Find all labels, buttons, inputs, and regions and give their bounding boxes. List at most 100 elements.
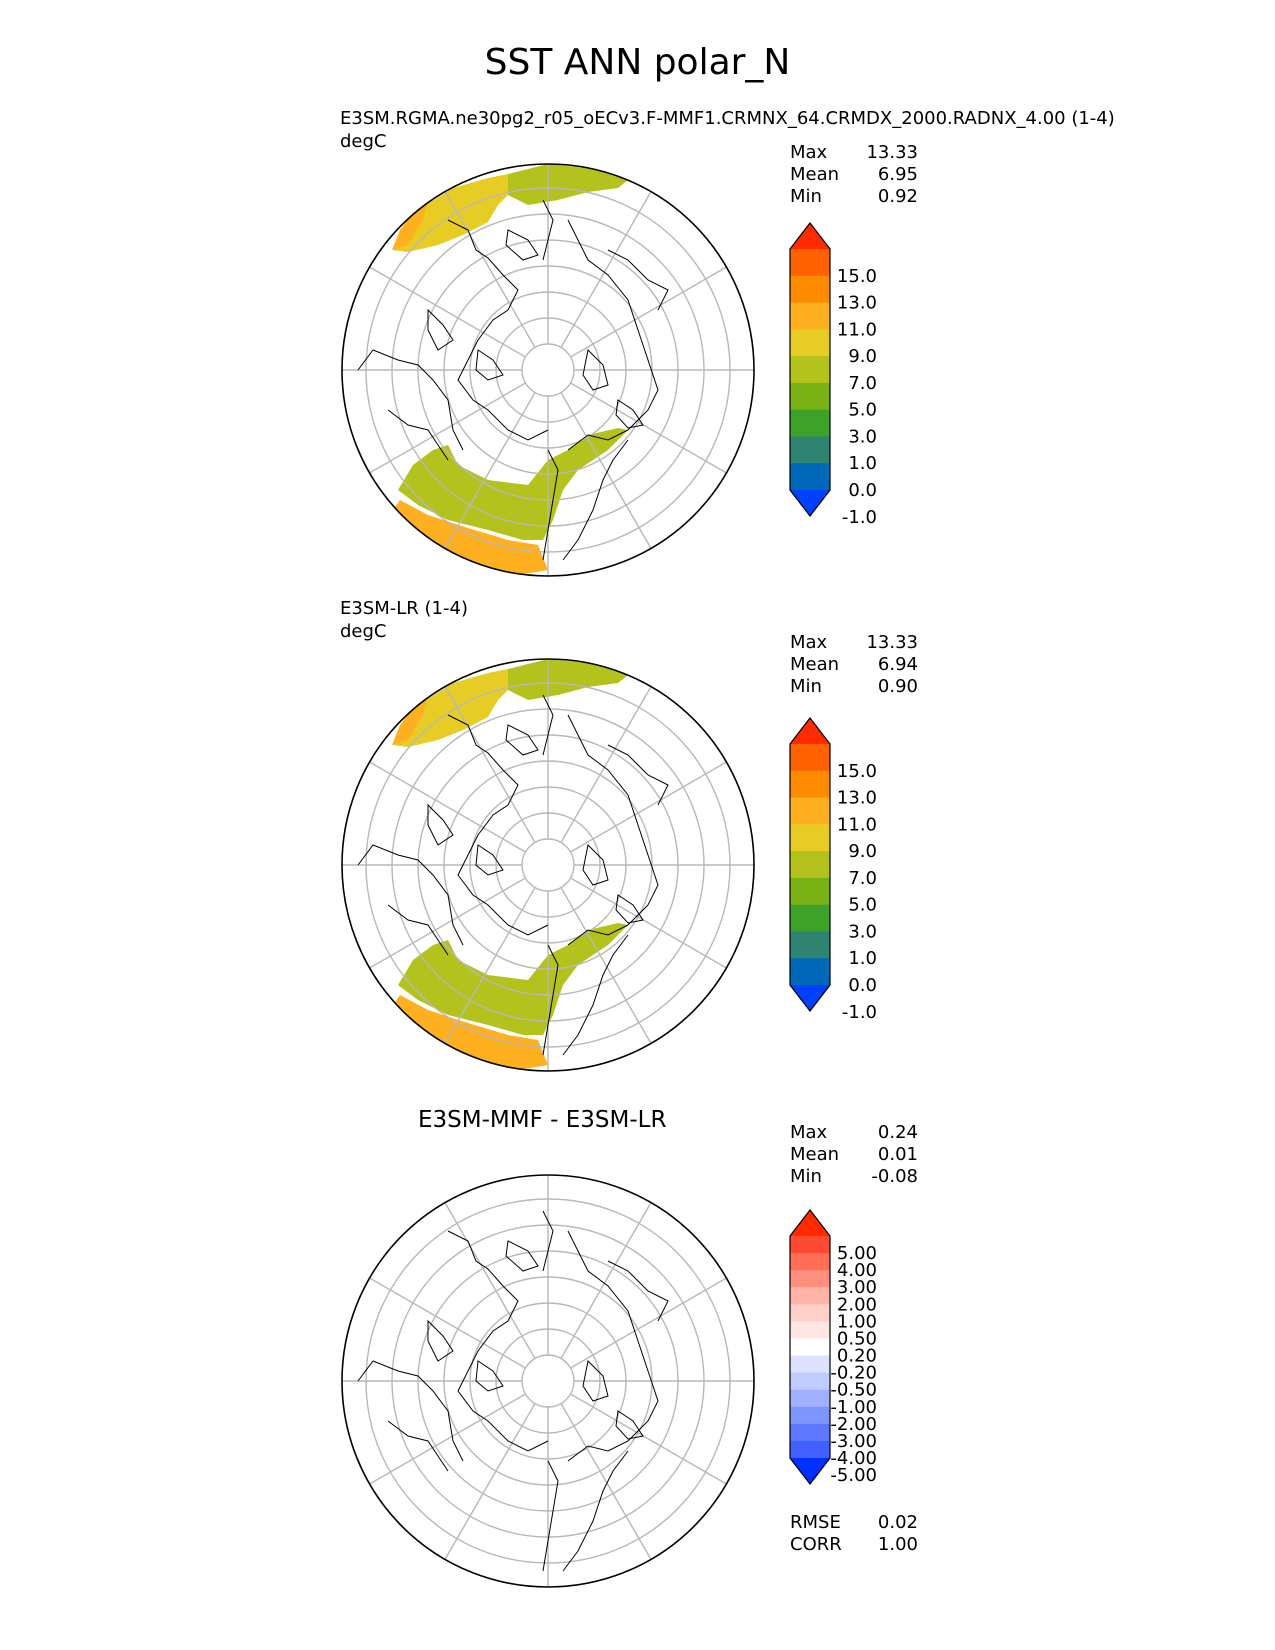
sst-region-pacific <box>393 995 548 1070</box>
coastline <box>387 199 409 221</box>
colorbar-tick-label: 7.0 <box>848 868 877 889</box>
colorbar-tick-label: -4.00 <box>830 1448 877 1469</box>
sst-region-norwegian-coast <box>392 695 428 745</box>
corr-label: CORR <box>790 1534 842 1555</box>
map-boundary <box>341 1174 755 1588</box>
meridian-line <box>570 1393 727 1485</box>
colorbar-extend-max <box>790 718 830 744</box>
meridian-line <box>369 266 526 358</box>
colorbar-tick-label: 15.0 <box>837 266 877 287</box>
colorbar-extend-min <box>790 490 830 516</box>
graticule <box>342 659 754 1071</box>
colorbar-swatch <box>790 382 830 411</box>
meridian-line <box>444 191 536 348</box>
meridian-line <box>570 877 727 969</box>
colorbar-tick-label: -0.20 <box>830 1363 877 1384</box>
colorbar-swatch <box>790 877 830 906</box>
colorbar-swatch <box>790 436 830 464</box>
colorbar-extend-max <box>790 223 830 249</box>
coastline <box>582 843 609 886</box>
coastline <box>562 934 629 1056</box>
colorbar-extend-min <box>790 985 830 1011</box>
stat-max-label: Max <box>790 142 828 163</box>
colorbar-tick-label: 15.0 <box>837 761 877 782</box>
colorbar-tick-label: 0.0 <box>848 480 877 501</box>
meridian-line <box>560 686 652 843</box>
colorbar-tick-label: 2.00 <box>837 1294 877 1315</box>
stat-min-value: 0.92 <box>877 186 918 207</box>
meridian-line <box>570 266 727 358</box>
colorbar-swatch <box>790 329 830 357</box>
colorbar-extend-min <box>790 1458 830 1484</box>
coastline <box>475 349 504 381</box>
panel1-units: degC <box>340 131 387 152</box>
colorbar-tick-label: -3.00 <box>830 1431 877 1452</box>
coastline <box>447 219 549 441</box>
coastline <box>567 219 659 451</box>
colorbar-swatch <box>790 1236 830 1254</box>
colorbar-tick-label: 7.0 <box>848 373 877 394</box>
map-boundary <box>341 163 755 577</box>
colorbar-tick-label: 0.0 <box>848 975 877 996</box>
coastline <box>475 844 504 876</box>
coastline <box>475 1360 504 1392</box>
colorbar-tick-label: 1.00 <box>837 1311 877 1332</box>
coastline <box>615 894 644 924</box>
colorbar-tick-label: 11.0 <box>837 319 877 340</box>
colorbar-tick-label: 5.0 <box>848 895 877 916</box>
colorbar-tick-label: -0.50 <box>830 1380 877 1401</box>
coastline <box>567 714 659 946</box>
colorbar-swatch <box>790 356 830 384</box>
colorbar-swatch <box>790 1389 830 1408</box>
colorbar-outline <box>789 222 831 517</box>
coastline <box>542 694 554 756</box>
panel3-summary: RMSE 0.02 CORR 1.00 <box>790 1512 918 1556</box>
stat-max-label: Max <box>790 1122 828 1143</box>
sst-region-nordic-seas <box>392 669 508 747</box>
coastline <box>582 348 609 391</box>
coastline <box>567 1230 659 1462</box>
colorbar-tick-label: 9.0 <box>848 841 877 862</box>
coastline <box>357 1360 464 1462</box>
meridian-line <box>444 887 536 1044</box>
colorbar-swatch <box>790 958 830 986</box>
colorbar-swatch <box>790 1287 830 1305</box>
coastline <box>447 714 549 936</box>
coastline <box>387 1420 449 1472</box>
meridian-line <box>560 1403 652 1560</box>
map-area <box>342 164 754 576</box>
colorbar-tick-label: 3.0 <box>848 426 877 447</box>
colorbar-swatch <box>790 1321 830 1339</box>
stat-max-value: 13.33 <box>866 142 918 163</box>
map-area <box>342 659 754 1071</box>
panel3-title: E3SM-MMF - E3SM-LR <box>418 1107 667 1133</box>
colorbar-swatch <box>790 302 830 330</box>
panel3-stats: Max 0.24 Mean 0.01 Min -0.08 <box>790 1122 918 1188</box>
colorbar-tick-label: 1.0 <box>848 948 877 969</box>
coastline <box>505 724 539 756</box>
colorbar-tick-label: 3.00 <box>837 1277 877 1298</box>
colorbar-tick-label: 4.00 <box>837 1260 877 1281</box>
graticule <box>342 164 754 576</box>
stat-mean-label: Mean <box>790 164 840 185</box>
colorbar-tick-label: 9.0 <box>848 346 877 367</box>
meridian-line <box>570 1277 727 1369</box>
colorbar-tick-label: 0.50 <box>837 1328 877 1349</box>
colorbar-tick-label: -1.00 <box>830 1397 877 1418</box>
colorbar-outline <box>789 1209 831 1485</box>
coastline <box>357 349 464 451</box>
coastline <box>562 439 629 561</box>
colorbar-tick-label: -1.0 <box>842 1002 877 1023</box>
colorbar-swatch <box>790 1270 830 1288</box>
meridian-line <box>444 1202 536 1359</box>
meridian-line <box>444 392 536 549</box>
stat-mean-label: Mean <box>790 1144 840 1165</box>
colorbar-tick-label: 13.0 <box>837 788 877 809</box>
colorbar-swatch <box>790 1372 830 1391</box>
panel2-title: E3SM-LR (1-4) <box>340 598 468 619</box>
colorbar-tick-label: -1.0 <box>842 507 877 528</box>
coastline <box>542 944 559 1056</box>
colorbar-swatch <box>790 770 830 799</box>
meridian-line <box>560 887 652 1044</box>
panel2-units: degC <box>340 621 387 642</box>
